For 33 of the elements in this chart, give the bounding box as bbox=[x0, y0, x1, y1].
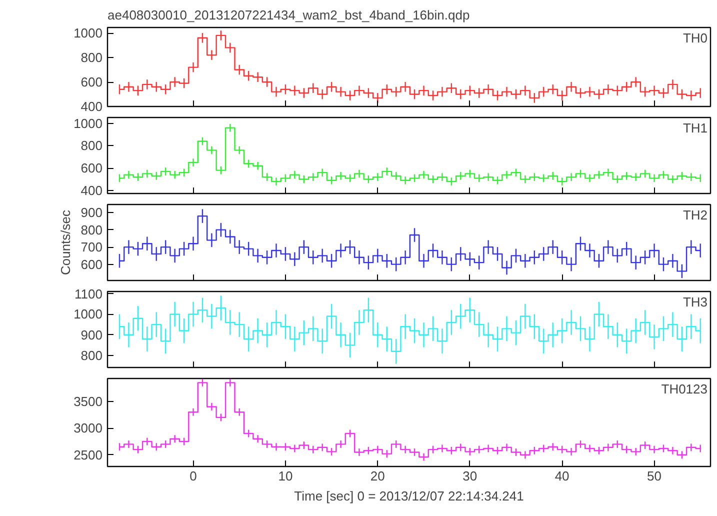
y-tick-label: 900 bbox=[80, 327, 103, 342]
annotation: TH0123 bbox=[661, 382, 708, 396]
x-tick-label: 20 bbox=[370, 468, 385, 484]
x-tick-label: 30 bbox=[462, 468, 478, 484]
y-tick-label: 700 bbox=[80, 240, 103, 255]
annotation: TH0 bbox=[682, 30, 708, 46]
annotation: TH1 bbox=[682, 120, 708, 136]
y-tick-label: 600 bbox=[80, 74, 103, 90]
y-tick-label: 600 bbox=[80, 160, 103, 176]
y-tick-label: 2500 bbox=[74, 447, 102, 462]
y-axis-title: Counts/sec bbox=[58, 209, 73, 276]
y-tick-label: 1000 bbox=[74, 306, 102, 322]
annotation: TH2 bbox=[682, 208, 708, 222]
chart-title: ae408030010_20131207221434_wam2_bst_4band_16bin.qdp bbox=[108, 8, 470, 22]
y-tick-label: 400 bbox=[80, 182, 103, 198]
y-tick-label: 600 bbox=[80, 256, 103, 272]
y-tick-label: 1100 bbox=[74, 286, 103, 302]
annotation: TH3 bbox=[682, 294, 708, 310]
y-tick-label: 3000 bbox=[74, 420, 102, 436]
x-tick-label: 10 bbox=[278, 468, 293, 484]
y-tick-label: 800 bbox=[80, 348, 103, 364]
x-tick-label: 40 bbox=[554, 468, 570, 484]
y-tick-label: 900 bbox=[80, 205, 103, 220]
y-tick-label: 800 bbox=[80, 138, 103, 154]
y-tick-label: 1000 bbox=[74, 116, 102, 131]
y-tick-label: 1000 bbox=[74, 26, 102, 41]
y-tick-label: 800 bbox=[80, 222, 103, 238]
y-tick-label: 3500 bbox=[74, 394, 102, 409]
x-tick-label: 0 bbox=[190, 468, 197, 484]
x-tick-label: 50 bbox=[647, 468, 662, 484]
x-axis-title: Time [sec] 0 = 2013/12/07 22:14:34.241 bbox=[294, 488, 524, 504]
y-tick-label: 800 bbox=[80, 50, 103, 66]
y-tick-label: 400 bbox=[80, 99, 103, 114]
